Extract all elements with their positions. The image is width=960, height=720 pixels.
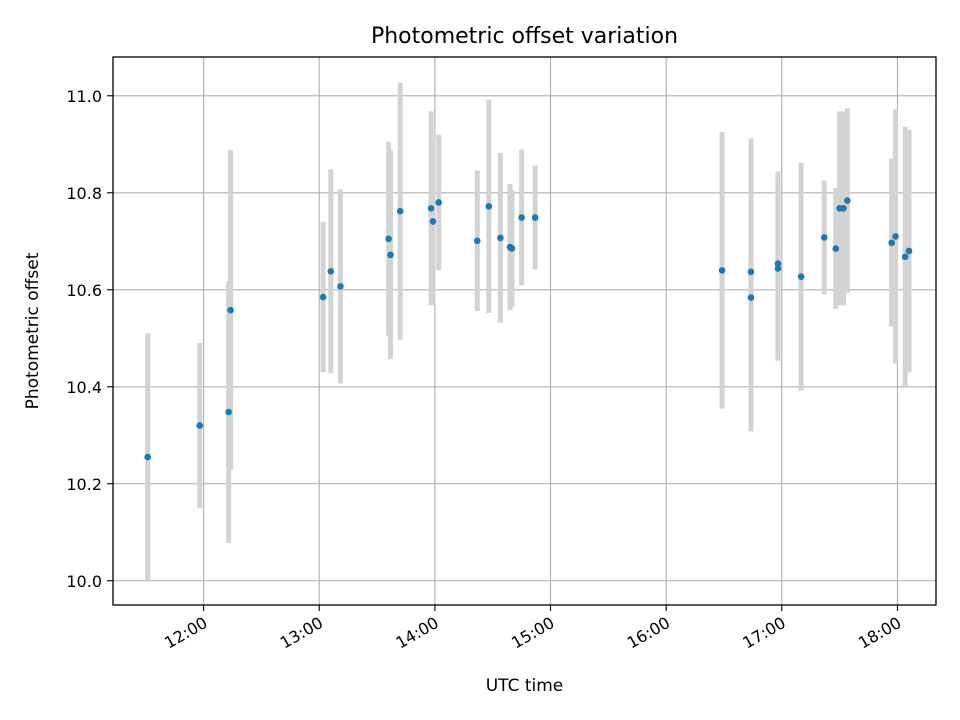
data-point (497, 234, 504, 242)
data-point (901, 253, 909, 261)
data-point (774, 265, 782, 272)
data-point (747, 294, 755, 301)
data-point (844, 197, 851, 204)
data-point (144, 453, 151, 461)
plot-frame (112, 56, 937, 606)
data-point (797, 273, 805, 280)
x-tick-label: 16:00 (624, 613, 673, 653)
data-point (473, 237, 481, 245)
data-point (892, 233, 899, 240)
data-point (435, 199, 443, 206)
data-point (840, 205, 847, 212)
data-point (508, 245, 516, 252)
x-tick-label: 12:00 (161, 613, 210, 653)
grid (113, 57, 936, 605)
data-point (396, 207, 404, 215)
y-tick-label: 10.0 (66, 572, 102, 591)
data-point (427, 205, 435, 212)
data-point (429, 218, 437, 225)
data-point (227, 306, 234, 314)
data-point (774, 260, 782, 267)
y-axis-label: Photometric offset (23, 252, 43, 409)
data-point (327, 268, 335, 275)
data-point (888, 239, 895, 247)
data-point (820, 234, 828, 241)
x-tick-label: 15:00 (508, 613, 557, 653)
y-tick-label: 10.8 (66, 184, 102, 203)
y-tick-label: 10.6 (66, 281, 102, 300)
data-point (196, 422, 204, 429)
data-point (485, 203, 493, 210)
data-point (319, 293, 327, 301)
data-point (387, 251, 394, 259)
x-tick-label: 18:00 (855, 613, 904, 653)
x-tick-label: 17:00 (739, 613, 788, 653)
data-point (832, 245, 840, 252)
x-axis-label: UTC time (486, 676, 564, 696)
data-point (518, 214, 525, 221)
chart-title: Photometric offset variation (371, 24, 678, 49)
data-point (337, 283, 344, 290)
data-point (747, 268, 755, 276)
errorbars (145, 82, 912, 581)
y-tick-label: 11.0 (66, 87, 102, 106)
data-point (225, 408, 232, 416)
data-point (718, 267, 726, 274)
x-tick-label: 14:00 (392, 613, 441, 653)
y-tick-label: 10.2 (66, 475, 102, 494)
x-tick-label: 13:00 (277, 613, 326, 653)
data-points (144, 197, 913, 461)
y-tick-label: 10.4 (66, 378, 102, 397)
data-point (531, 214, 539, 221)
data-point (385, 235, 392, 243)
data-point (905, 247, 913, 255)
